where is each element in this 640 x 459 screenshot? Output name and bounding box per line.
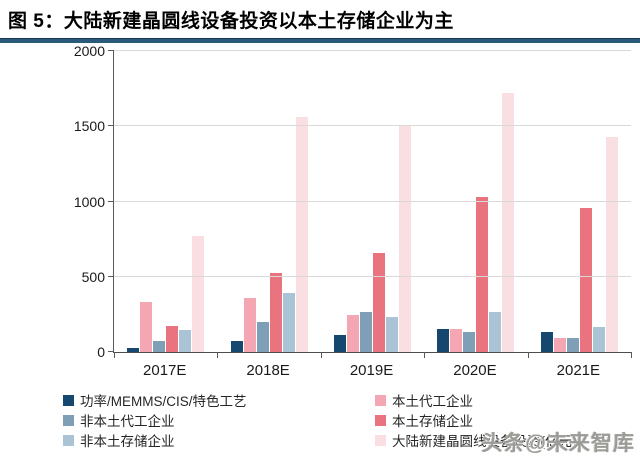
legend-item: 本土存储企业 [375, 410, 577, 430]
x-axis-label-2021E: 2021E [556, 362, 601, 379]
bar-2019E-非本土代工企业 [360, 312, 373, 352]
legend-item: 非本土存储企业 [63, 430, 373, 450]
bar-2021E-大陆新建晶圆线设备投资(亿元) [605, 136, 618, 352]
bar-2020E-本土代工企业 [450, 329, 463, 352]
bar-group-2019E [321, 51, 424, 352]
bar-2019E-功率/MEMMS/CIS/特色工艺 [334, 334, 347, 352]
legend-swatch-icon [63, 394, 74, 406]
bar-2021E-本土代工企业 [553, 337, 566, 352]
gridline-500 [114, 275, 631, 277]
bar-2018E-本土代工企业 [243, 297, 256, 352]
bar-2018E-功率/MEMMS/CIS/特色工艺 [230, 341, 243, 352]
bar-group-2021E [528, 51, 631, 352]
legend-label: 功率/MEMMS/CIS/特色工艺 [80, 394, 247, 409]
x-axis-tick [631, 352, 632, 358]
x-axis-tick [527, 352, 529, 358]
bar-chart: 0 500 1000 1500 2000 2017E 2018E 2019E 2020E 202… [0, 38, 640, 383]
y-axis-label-2000: 2000 [73, 43, 105, 59]
bar-2020E-大陆新建晶圆线设备投资(亿元) [502, 93, 515, 352]
bar-group-2018E [217, 51, 320, 352]
x-axis-label-2019E: 2019E [349, 362, 394, 379]
bar-2019E-本土存储企业 [373, 253, 386, 352]
x-axis-tick [424, 352, 426, 358]
legend-swatch-icon [63, 414, 74, 426]
x-axis-label-2020E: 2020E [453, 362, 497, 379]
bar-2020E-非本土代工企业 [463, 332, 476, 352]
legend-label: 非本土代工企业 [80, 414, 175, 429]
gridline-1000 [114, 200, 631, 202]
legend-label: 本土存储企业 [392, 414, 473, 429]
legend-item: 非本土代工企业 [63, 410, 373, 430]
bar-2017E-大陆新建晶圆线设备投资(亿元) [192, 236, 205, 352]
legend-item: 本土代工企业 [375, 390, 577, 410]
legend-swatch-icon [375, 414, 386, 426]
gridline-2000 [114, 50, 631, 51]
legend-swatch-icon [375, 394, 386, 406]
bar-2017E-本土存储企业 [166, 326, 179, 352]
bar-2021E-本土存储企业 [579, 208, 592, 352]
watermark: 头条@未来智库 [481, 432, 635, 455]
x-axis-tick [114, 352, 115, 358]
x-axis-tick [217, 352, 219, 358]
legend-label: 大陆新建晶圆线设备投资(亿元) [392, 434, 577, 449]
bar-2021E-非本土代工企业 [566, 338, 579, 352]
bar-2021E-功率/MEMMS/CIS/特色工艺 [540, 331, 553, 352]
y-axis-tick [108, 50, 114, 51]
x-axis-labels: 2017E 2018E 2019E 2020E 2021E [113, 362, 630, 379]
legend-label: 非本土存储企业 [80, 434, 175, 449]
y-axis-tick [108, 351, 114, 352]
y-axis-tick [108, 275, 114, 277]
y-axis-tick [108, 200, 114, 202]
y-axis-tick [108, 125, 114, 127]
bar-2018E-非本土代工企业 [256, 321, 269, 352]
bar-2017E-非本土存储企业 [179, 330, 192, 352]
y-axis-label-500: 500 [81, 268, 105, 285]
bar-2019E-非本土存储企业 [386, 316, 399, 352]
bar-2020E-非本土存储企业 [489, 312, 502, 352]
y-axis-label-1500: 1500 [73, 118, 105, 135]
page-title: 图 5：大陆新建晶圆线设备投资以本土存储企业为主 [8, 11, 454, 32]
plot-area: 0 500 1000 1500 2000 [74, 43, 632, 360]
bar-2019E-大陆新建晶圆线设备投资(亿元) [399, 126, 412, 352]
bar-2018E-本土存储企业 [269, 273, 282, 352]
bar-group-2017E [114, 51, 217, 352]
x-axis-label-2017E: 2017E [143, 362, 187, 379]
y-axis-label-0: 0 [97, 344, 105, 360]
bar-group-2020E [424, 51, 527, 352]
legend-swatch-icon [375, 434, 386, 446]
bar-2019E-本土代工企业 [347, 315, 360, 352]
legend-label: 本土代工企业 [392, 394, 473, 409]
legend-item: 大陆新建晶圆线设备投资(亿元) [375, 430, 577, 450]
title-rule [0, 38, 640, 43]
bar-2020E-本土存储企业 [476, 197, 489, 352]
bar-2017E-非本土代工企业 [153, 340, 166, 352]
legend-swatch-icon [63, 434, 74, 446]
gridline-1500 [114, 125, 631, 127]
bar-2021E-非本土存储企业 [592, 327, 605, 352]
bar-2020E-功率/MEMMS/CIS/特色工艺 [437, 329, 450, 352]
bar-2017E-本土代工企业 [140, 302, 153, 352]
bar-2017E-功率/MEMMS/CIS/特色工艺 [127, 347, 140, 352]
chart-legend: 功率/MEMMS/CIS/特色工艺 本土代工企业非本土代工企业 本土存储企业非本土存… [63, 390, 577, 450]
bar-groups [114, 51, 631, 352]
x-axis-label-2018E: 2018E [246, 362, 290, 379]
bar-2018E-非本土存储企业 [282, 293, 295, 352]
legend-item: 功率/MEMMS/CIS/特色工艺 [63, 390, 373, 410]
x-axis-tick [320, 352, 322, 358]
y-axis-label-1000: 1000 [73, 193, 105, 210]
bar-2018E-大陆新建晶圆线设备投资(亿元) [295, 117, 308, 352]
